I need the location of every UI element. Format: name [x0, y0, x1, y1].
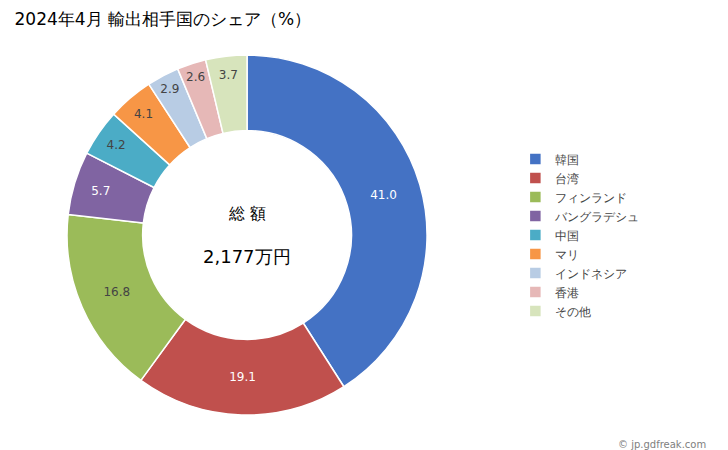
svg-text:その他: その他: [555, 305, 591, 319]
svg-text:2,177万円: 2,177万円: [203, 246, 291, 267]
svg-text:2.6: 2.6: [186, 70, 205, 84]
svg-text:2.9: 2.9: [160, 82, 179, 96]
svg-text:2024年4月 輸出相手国のシェア（%）: 2024年4月 輸出相手国のシェア（%）: [15, 9, 312, 29]
svg-text:インドネシア: インドネシア: [555, 267, 627, 281]
svg-text:5.7: 5.7: [91, 184, 110, 198]
svg-text:台湾: 台湾: [555, 172, 579, 186]
svg-text:中国: 中国: [555, 229, 579, 243]
svg-text:フィンランド: フィンランド: [555, 191, 627, 205]
svg-text:16.8: 16.8: [103, 285, 130, 299]
svg-text:19.1: 19.1: [229, 370, 256, 384]
svg-text:マリ: マリ: [555, 248, 579, 262]
svg-text:3.7: 3.7: [219, 68, 238, 82]
svg-text:4.2: 4.2: [107, 138, 126, 152]
svg-text:© jp.gdfreak.com: © jp.gdfreak.com: [618, 439, 706, 450]
svg-text:バングラデシュ: バングラデシュ: [554, 210, 639, 224]
svg-text:香港: 香港: [555, 286, 579, 300]
svg-text:41.0: 41.0: [370, 188, 397, 202]
svg-text:総 額: 総 額: [228, 204, 266, 223]
svg-text:4.1: 4.1: [134, 107, 153, 121]
svg-text:韓国: 韓国: [555, 153, 579, 167]
